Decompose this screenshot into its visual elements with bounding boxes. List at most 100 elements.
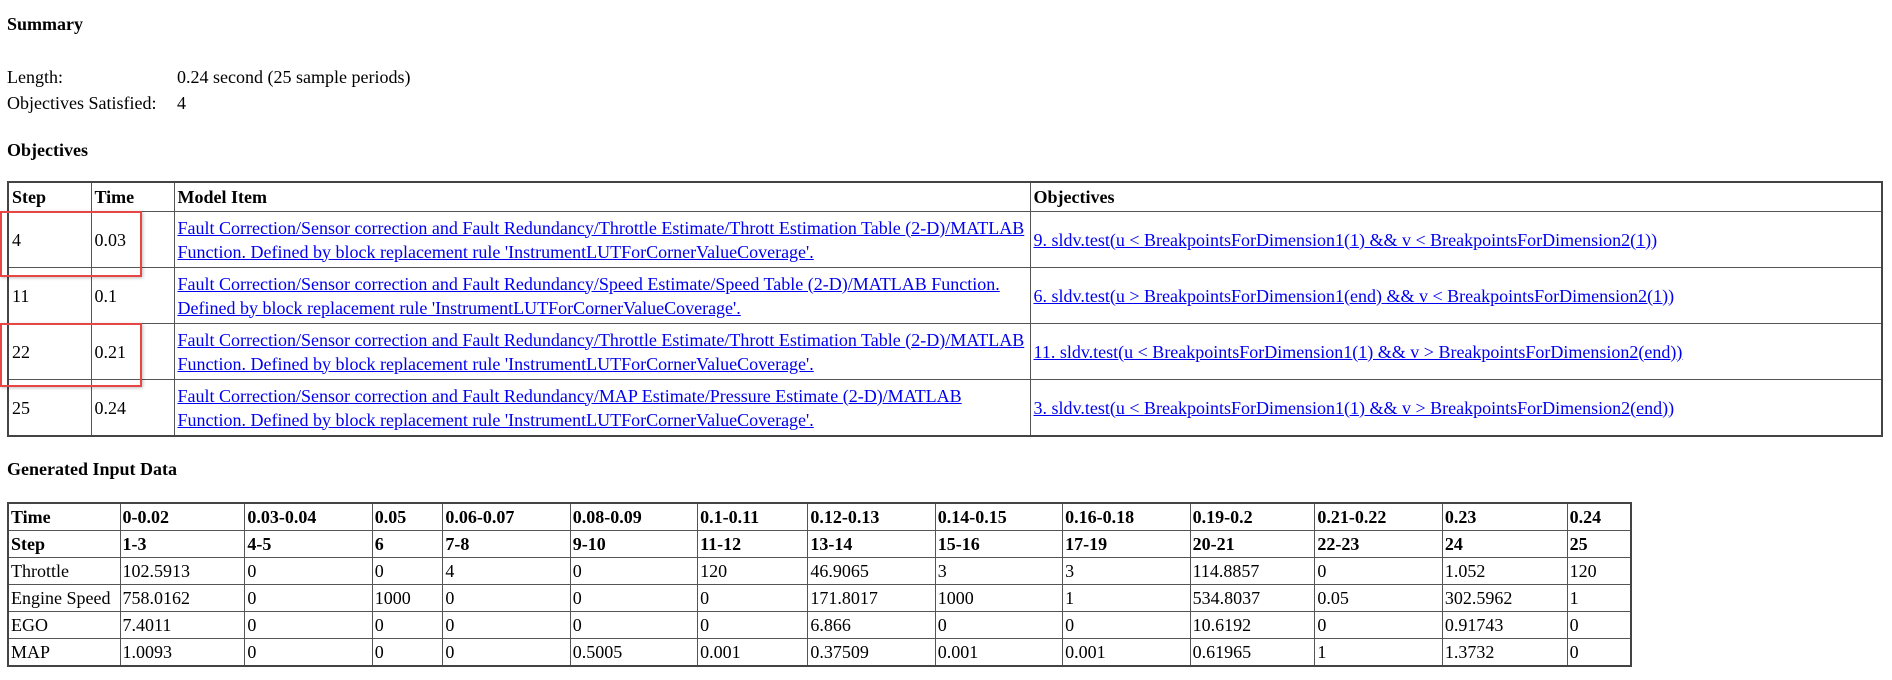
signal-value: 0.91743 <box>1441 611 1568 639</box>
signal-value: 0 <box>1062 611 1191 639</box>
time-cell: 0.1-0.11 <box>697 502 809 531</box>
time-cell: 0.03-0.04 <box>244 502 373 531</box>
signal-value: 0.5005 <box>569 638 699 667</box>
step-cell: 4 <box>7 211 92 268</box>
signal-value: 0.05 <box>1314 584 1443 612</box>
time-cell: 0.21-0.22 <box>1314 502 1443 531</box>
model-item-link[interactable]: Fault Correction/Sensor correction and F… <box>177 385 962 430</box>
signal-value: 102.5913 <box>119 557 246 585</box>
step-cell: 9-10 <box>569 530 699 558</box>
objectives-heading: Objectives <box>7 140 88 160</box>
signal-value: 0.001 <box>934 638 1064 667</box>
signal-row: EGO 7.4011 0 0 0 0 0 6.866 0 0 10.6192 0 0.91743 0 <box>7 611 1632 639</box>
signal-name: Engine Speed <box>7 584 121 612</box>
objective-link[interactable]: 6. sldv.test(u > BreakpointsForDimension… <box>1033 285 1675 306</box>
step-cell: 15-16 <box>934 530 1064 558</box>
signal-name: EGO <box>7 611 121 639</box>
signal-row: MAP 1.0093 0 0 0 0.5005 0.001 0.37509 0.001 0.001… <box>7 638 1632 667</box>
objective-cell: 3. sldv.test(u < BreakpointsForDimension… <box>1029 379 1883 437</box>
model-item-link[interactable]: Fault Correction/Sensor correction and F… <box>177 329 1025 374</box>
step-cell: 11-12 <box>697 530 809 558</box>
signal-value: 171.8017 <box>807 584 936 612</box>
signal-row: Throttle 102.5913 0 0 4 0 120 46.9065 3 3 114.8857… <box>7 557 1632 585</box>
time-label: Time <box>7 502 121 531</box>
signal-value: 0 <box>371 638 444 667</box>
summary-heading: Summary <box>7 14 83 34</box>
model-item-cell: Fault Correction/Sensor correction and F… <box>173 267 1031 324</box>
col-header-objectives: Objectives <box>1029 181 1883 212</box>
model-item-link[interactable]: Fault Correction/Sensor correction and F… <box>177 273 1000 318</box>
signal-value: 0.001 <box>697 638 809 667</box>
objective-cell: 6. sldv.test(u > BreakpointsForDimension… <box>1029 267 1883 324</box>
time-cell: 0.23 <box>1441 502 1568 531</box>
signal-value: 0 <box>1566 638 1632 667</box>
step-cell: 17-19 <box>1062 530 1191 558</box>
model-item-cell: Fault Correction/Sensor correction and F… <box>173 379 1031 437</box>
col-header-time: Time <box>90 181 175 212</box>
time-cell: 0.24 <box>90 379 175 437</box>
signal-value: 1000 <box>371 584 444 612</box>
step-cell: 13-14 <box>807 530 936 558</box>
signal-value: 46.9065 <box>807 557 936 585</box>
step-cell: 1-3 <box>119 530 246 558</box>
length-label: Length: <box>7 67 63 87</box>
objective-link[interactable]: 11. sldv.test(u < BreakpointsForDimensio… <box>1033 341 1683 362</box>
signal-value: 0 <box>1566 611 1632 639</box>
signal-value: 120 <box>697 557 809 585</box>
signal-value: 6.866 <box>807 611 936 639</box>
signal-value: 1.0093 <box>119 638 246 667</box>
signal-value: 0 <box>1314 611 1443 639</box>
signal-value: 0 <box>569 584 699 612</box>
signal-value: 1.3732 <box>1441 638 1568 667</box>
time-cell: 0-0.02 <box>119 502 246 531</box>
summary-table: Length: 0.24 second (25 sample periods) O… <box>7 64 410 116</box>
objectives-satisfied-label: Objectives Satisfied: <box>7 93 157 113</box>
signal-value: 0 <box>697 611 809 639</box>
col-header-model-item: Model Item <box>173 181 1031 212</box>
model-item-cell: Fault Correction/Sensor correction and F… <box>173 211 1031 268</box>
table-row: 11 0.1 Fault Correction/Sensor correction … <box>7 267 1883 324</box>
objective-link[interactable]: 3. sldv.test(u < BreakpointsForDimension… <box>1033 397 1675 418</box>
time-cell: 0.05 <box>371 502 444 531</box>
table-row: 4 0.03 Fault Correction/Sensor correction … <box>7 211 1883 268</box>
generated-input-table: Time 0-0.02 0.03-0.04 0.05 0.06-0.07 0.08-0.0… <box>7 502 1632 667</box>
signal-value: 3 <box>934 557 1064 585</box>
objectives-table: Step Time Model Item Objectives 4 0.03 Fau… <box>7 181 1883 437</box>
time-cell: 0.14-0.15 <box>934 502 1064 531</box>
signal-value: 0 <box>442 584 571 612</box>
signal-value: 302.5962 <box>1441 584 1568 612</box>
signal-value: 1 <box>1062 584 1191 612</box>
signal-value: 3 <box>1062 557 1191 585</box>
time-cell: 0.24 <box>1566 502 1632 531</box>
time-cell: 0.12-0.13 <box>807 502 936 531</box>
signal-value: 4 <box>442 557 571 585</box>
step-row: Step 1-3 4-5 6 7-8 9-10 11-12 13-14 15-16 17-19 20… <box>7 530 1632 558</box>
highlight-box-step-4 <box>0 211 142 277</box>
signal-value: 1 <box>1566 584 1632 612</box>
step-label: Step <box>7 530 121 558</box>
col-header-step: Step <box>7 181 92 212</box>
signal-value: 0 <box>442 638 571 667</box>
signal-value: 0 <box>244 557 373 585</box>
signal-value: 0 <box>244 611 373 639</box>
signal-value: 0 <box>1314 557 1443 585</box>
signal-value: 0.001 <box>1062 638 1191 667</box>
time-cell: 0.19-0.2 <box>1189 502 1316 531</box>
step-cell: 24 <box>1441 530 1568 558</box>
objective-cell: 9. sldv.test(u < BreakpointsForDimension… <box>1029 211 1883 268</box>
objective-link[interactable]: 9. sldv.test(u < BreakpointsForDimension… <box>1033 229 1658 250</box>
time-row: Time 0-0.02 0.03-0.04 0.05 0.06-0.07 0.08-0.0… <box>7 502 1632 531</box>
time-cell: 0.06-0.07 <box>442 502 571 531</box>
step-cell: 20-21 <box>1189 530 1316 558</box>
objectives-satisfied-value: 4 <box>177 93 186 113</box>
table-row: 25 0.24 Fault Correction/Sensor correction… <box>7 379 1883 437</box>
model-item-link[interactable]: Fault Correction/Sensor correction and F… <box>177 217 1025 262</box>
signal-value: 7.4011 <box>119 611 246 639</box>
length-value: 0.24 second (25 sample periods) <box>177 67 411 87</box>
step-cell: 6 <box>371 530 444 558</box>
step-cell: 25 <box>1566 530 1632 558</box>
signal-value: 0.37509 <box>807 638 936 667</box>
signal-value: 120 <box>1566 557 1632 585</box>
signal-name: MAP <box>7 638 121 667</box>
signal-value: 0.61965 <box>1189 638 1316 667</box>
